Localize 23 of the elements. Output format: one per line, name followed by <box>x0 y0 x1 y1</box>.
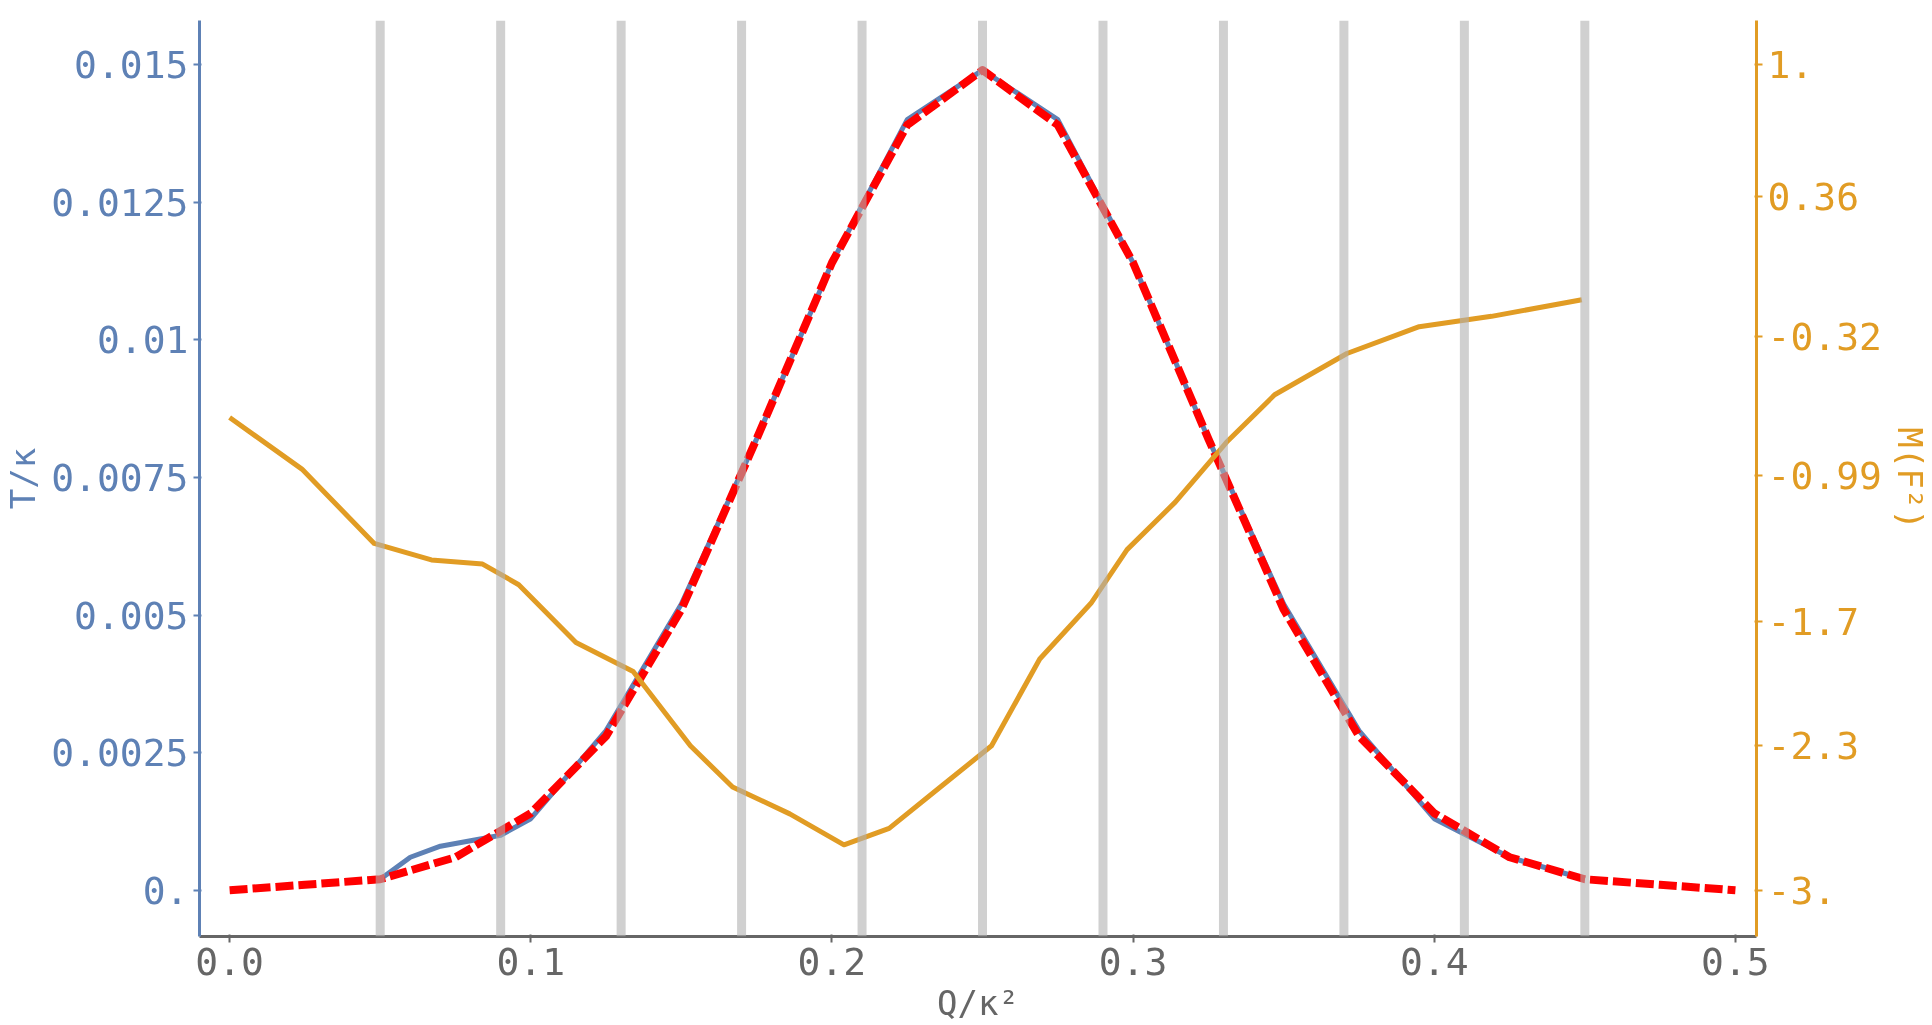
y-tick-label: 0. <box>142 868 189 913</box>
y2-axis-title: M(F²) <box>1889 427 1930 530</box>
x-tick-label: 0.0 <box>195 939 264 984</box>
y-tick-label: 0.0075 <box>51 455 189 500</box>
x-tick-label: 0.4 <box>1399 939 1469 984</box>
y-axis-title: T/κ <box>3 447 44 510</box>
x-tick-label: 0.1 <box>496 939 566 984</box>
y2-tick-label: -0.32 <box>1767 315 1882 360</box>
y2-tick-label: -2.3 <box>1767 724 1860 769</box>
x-tick-label: 0.2 <box>797 939 867 984</box>
x-axis-title: Q/κ² <box>937 982 1019 1023</box>
y2-tick-label: -1.7 <box>1767 600 1860 645</box>
x-tick-label: 0.5 <box>1701 939 1770 984</box>
y2-tick-label: -0.99 <box>1767 453 1882 498</box>
y-tick-label: 0.0025 <box>51 731 189 776</box>
y-tick-label: 0.0125 <box>51 180 189 225</box>
y2-tick-label: -3. <box>1767 868 1837 913</box>
y-tick-label: 0.01 <box>96 318 189 363</box>
y2-tick-label: 1. <box>1767 42 1814 87</box>
y2-tick-label: 0.36 <box>1767 175 1860 220</box>
y-tick-label: 0.005 <box>74 593 189 638</box>
y-tick-label: 0.015 <box>74 43 189 88</box>
x-tick-label: 0.3 <box>1098 939 1168 984</box>
